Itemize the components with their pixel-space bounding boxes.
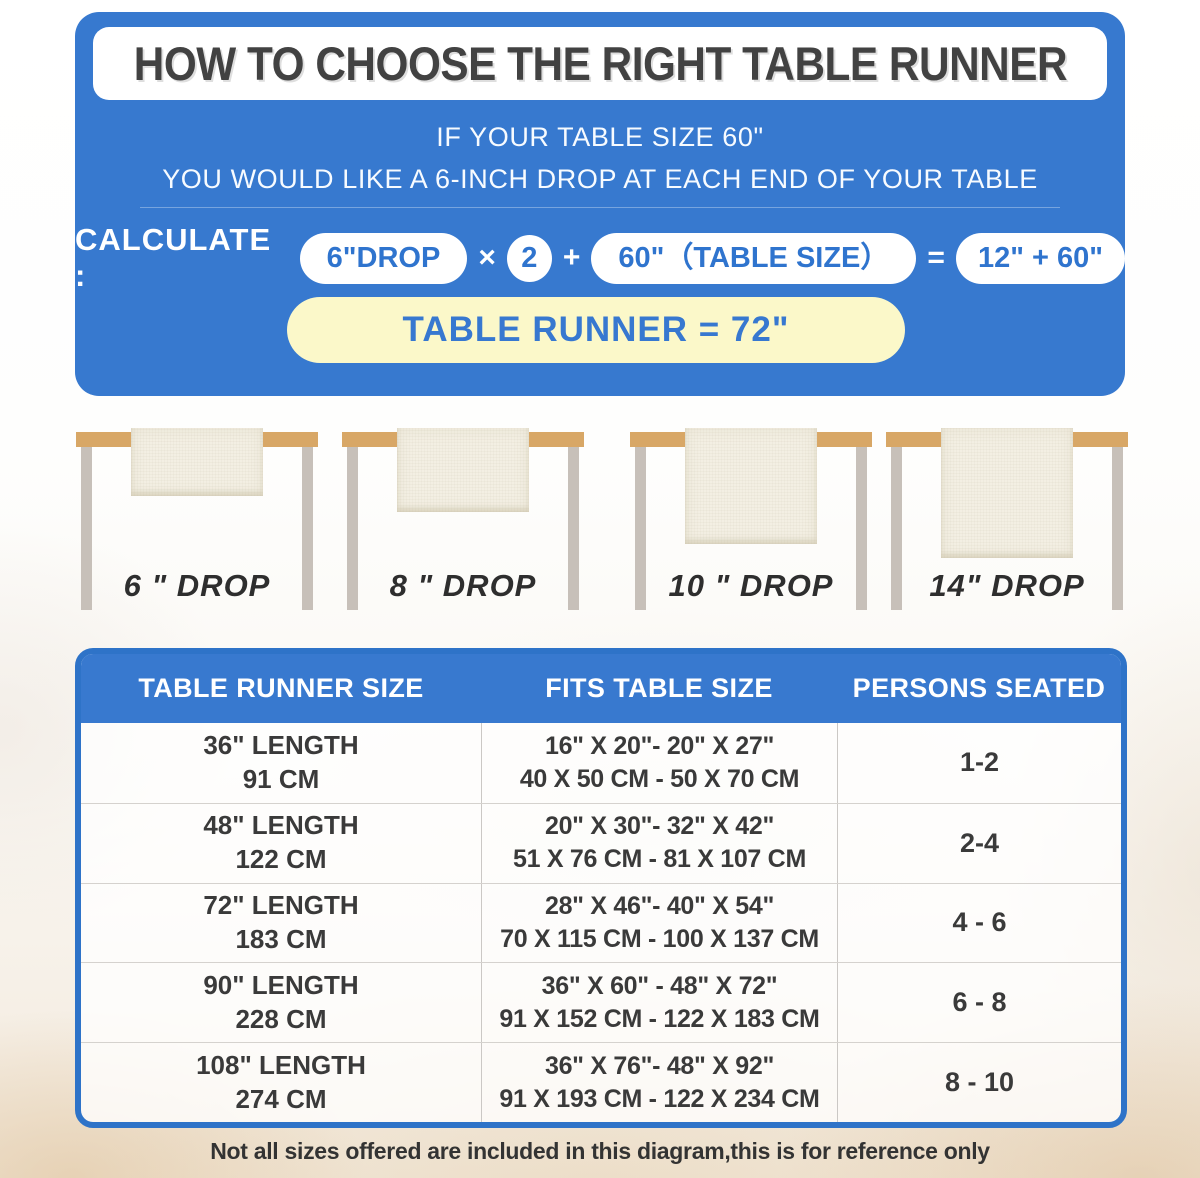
table-size-pill: 60"（TABLE SIZE） — [591, 232, 917, 284]
persons-value: 6 - 8 — [952, 987, 1007, 1018]
table-header-row: TABLE RUNNER SIZE FITS TABLE SIZE PERSON… — [81, 654, 1121, 723]
instruction-banner: HOW TO CHOOSE THE RIGHT TABLE RUNNER IF … — [75, 12, 1125, 396]
persons-value: 2-4 — [959, 827, 1000, 858]
table-row: 72" LENGTH 183 CM 28" X 46"- 40" X 54" 7… — [81, 882, 1121, 963]
fits-inches: 36" X 60" - 48" X 72" — [541, 972, 778, 1001]
table-figure-6-drop: 6 " DROP — [76, 418, 318, 618]
table-body: 36" LENGTH 91 CM 16" X 20"- 20" X 27" 40… — [81, 723, 1121, 1122]
plus-sign: + — [562, 241, 581, 274]
fits-size-cell: 28" X 46"- 40" X 54" 70 X 115 CM - 100 X… — [481, 883, 837, 963]
runner-length-inches: 108" LENGTH — [196, 1049, 366, 1080]
table-leg — [856, 446, 867, 610]
result-pill: TABLE RUNNER = 72" — [287, 297, 905, 363]
table-leg — [891, 446, 902, 610]
size-reference-table: TABLE RUNNER SIZE FITS TABLE SIZE PERSON… — [75, 648, 1127, 1128]
fits-inches: 36" X 76"- 48" X 92" — [544, 1051, 775, 1080]
drop-label: 6 " DROP — [123, 568, 271, 603]
table-leg — [347, 446, 358, 610]
calculate-label: CALCULATE : — [75, 222, 272, 293]
fits-size-cell: 20" X 30"- 32" X 42" 51 X 76 CM - 81 X 1… — [481, 803, 837, 883]
persons-seated-cell: 4 - 6 — [837, 883, 1121, 963]
fits-size-cell: 36" X 60" - 48" X 72" 91 X 152 CM - 122 … — [481, 963, 837, 1043]
table-figure-8-drop: 8 " DROP — [342, 418, 584, 618]
runner-length-cm: 183 CM — [235, 923, 327, 954]
column-header-runner-size: TABLE RUNNER SIZE — [138, 673, 424, 703]
fits-size-cell: 36" X 76"- 48" X 92" 91 X 193 CM - 122 X… — [481, 1043, 837, 1122]
persons-value: 8 - 10 — [944, 1067, 1015, 1098]
table-leg — [302, 446, 313, 610]
runner-size-cell: 90" LENGTH 228 CM — [81, 963, 481, 1042]
column-header-persons-seated: PERSONS SEATED — [852, 673, 1106, 703]
runner-length-cm: 228 CM — [235, 1003, 327, 1034]
intro-line-2: YOU WOULD LIKE A 6-INCH DROP AT EACH END… — [162, 164, 1038, 194]
persons-seated-cell: 8 - 10 — [837, 1043, 1121, 1122]
table-figure-10-drop: 10 " DROP — [630, 418, 872, 618]
runner-length-inches: 72" LENGTH — [203, 890, 359, 921]
fits-cm: 51 X 76 CM - 81 X 107 CM — [513, 845, 806, 874]
table-row: 90" LENGTH 228 CM 36" X 60" - 48" X 72" … — [81, 962, 1121, 1043]
runner-size-cell: 48" LENGTH 122 CM — [81, 804, 481, 883]
fits-cm: 91 X 152 CM - 122 X 183 CM — [499, 1004, 820, 1033]
persons-value: 4 - 6 — [952, 907, 1007, 938]
drop-illustrations: 6 " DROP 8 " DROP 10 " DROP 14" DROP — [0, 418, 1200, 618]
runner-size-cell: 72" LENGTH 183 CM — [81, 884, 481, 963]
runner-length-cm: 274 CM — [235, 1083, 327, 1114]
table-leg — [635, 446, 646, 610]
runner-length-inches: 48" LENGTH — [203, 810, 359, 841]
runner-drape — [131, 428, 263, 496]
sum-pill: 12" + 60" — [955, 232, 1125, 284]
fits-inches: 20" X 30"- 32" X 42" — [544, 812, 775, 841]
page-title: HOW TO CHOOSE THE RIGHT TABLE RUNNER — [133, 35, 1067, 90]
fits-size-cell: 16" X 20"- 20" X 27" 40 X 50 CM - 50 X 7… — [481, 723, 837, 803]
fits-cm: 40 X 50 CM - 50 X 70 CM — [519, 764, 800, 793]
runner-drape — [685, 428, 817, 544]
fits-inches: 28" X 46"- 40" X 54" — [544, 892, 775, 921]
multiplier-circle: 2 — [506, 234, 552, 282]
table-leg — [1112, 446, 1123, 610]
runner-length-inches: 36" LENGTH — [203, 730, 359, 760]
runner-size-cell: 108" LENGTH 274 CM — [81, 1043, 481, 1122]
column-header-fits-table-size: FITS TABLE SIZE — [545, 673, 773, 703]
drop-value-pill: 6"DROP — [299, 232, 468, 284]
table-row: 108" LENGTH 274 CM 36" X 76"- 48" X 92" … — [81, 1042, 1121, 1122]
table-figure-14-drop: 14" DROP — [886, 418, 1128, 618]
intro-line-1: IF YOUR TABLE SIZE 60" — [436, 122, 764, 152]
equals-sign: = — [927, 241, 945, 274]
runner-length-cm: 122 CM — [235, 844, 327, 875]
drop-label: 14" DROP — [929, 568, 1085, 603]
runner-drape — [941, 428, 1073, 558]
table-leg — [81, 446, 92, 610]
intro-divider — [140, 207, 1060, 208]
reference-disclaimer: Not all sizes offered are included in th… — [210, 1138, 990, 1164]
persons-seated-cell: 1-2 — [837, 723, 1121, 803]
fits-inches: 16" X 20"- 20" X 27" — [544, 732, 775, 761]
table-row: 48" LENGTH 122 CM 20" X 30"- 32" X 42" 5… — [81, 802, 1121, 883]
calculation-row: CALCULATE : 6"DROP × 2 + 60"（TABLE SIZE）… — [75, 222, 1125, 293]
persons-value: 1-2 — [959, 747, 1000, 778]
runner-drape — [397, 428, 529, 512]
runner-length-inches: 90" LENGTH — [203, 969, 359, 1000]
persons-seated-cell: 2-4 — [837, 803, 1121, 883]
table-row: 36" LENGTH 91 CM 16" X 20"- 20" X 27" 40… — [81, 723, 1121, 803]
persons-seated-cell: 6 - 8 — [837, 963, 1121, 1043]
title-box: HOW TO CHOOSE THE RIGHT TABLE RUNNER — [93, 27, 1107, 100]
runner-size-cell: 36" LENGTH 91 CM — [81, 723, 481, 803]
drop-label: 10 " DROP — [668, 568, 834, 603]
fits-cm: 91 X 193 CM - 122 X 234 CM — [499, 1084, 820, 1113]
runner-length-cm: 91 CM — [242, 763, 320, 794]
multiply-sign: × — [478, 241, 496, 274]
drop-label: 8 " DROP — [389, 568, 537, 603]
intro-text: IF YOUR TABLE SIZE 60" YOU WOULD LIKE A … — [75, 122, 1125, 195]
fits-cm: 70 X 115 CM - 100 X 137 CM — [500, 924, 819, 953]
table-leg — [568, 446, 579, 610]
